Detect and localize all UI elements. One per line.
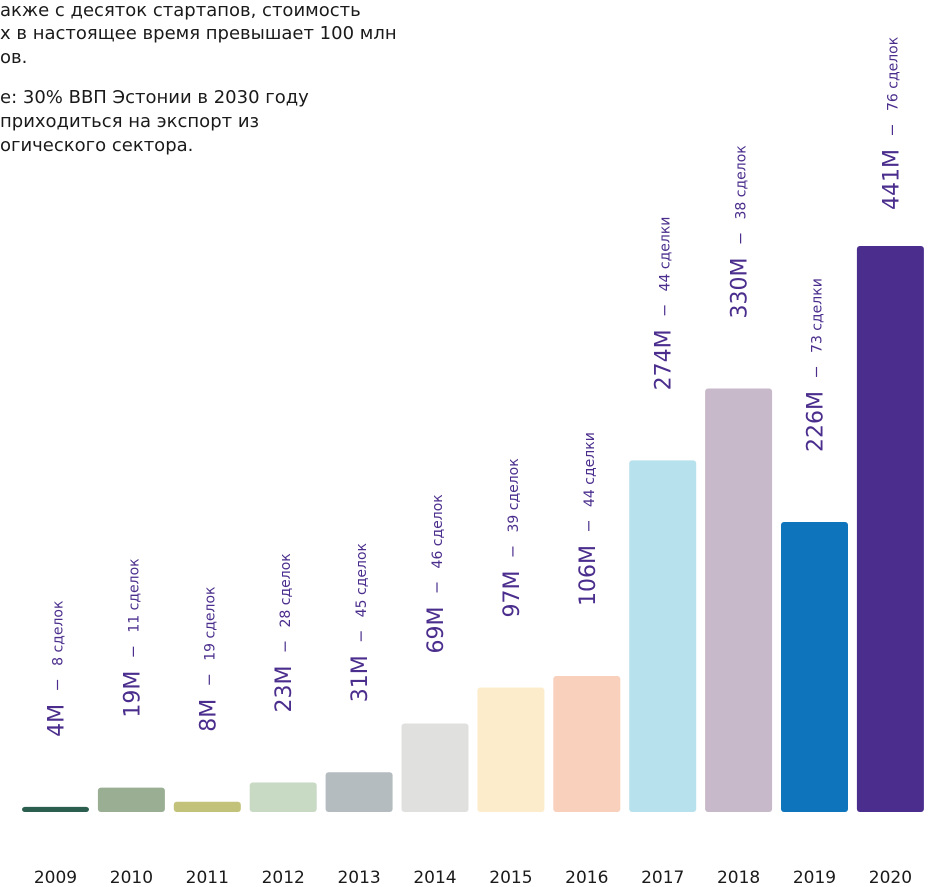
value-label: 274M <box>652 329 677 390</box>
value-label: 69M <box>424 606 449 653</box>
bar-label: 4M 8 сделок <box>45 601 70 737</box>
value-label: 23M <box>272 665 297 712</box>
bar <box>856 246 924 812</box>
x-tick-label: 2014 <box>413 868 456 887</box>
x-tick-label: 2020 <box>869 868 912 887</box>
bar-label: 330M 38 сделок <box>728 145 753 318</box>
bar-label: 8M 19 сделок <box>196 587 221 732</box>
x-tick-label: 2012 <box>262 868 305 887</box>
bar-label: 23M 28 сделок <box>272 553 297 712</box>
value-label: 330M <box>728 257 753 318</box>
deal-label: 46 сделок <box>430 494 446 568</box>
value-label: 31M <box>348 655 373 702</box>
deal-label: 73 сделки <box>810 278 826 353</box>
value-label: 97M <box>500 571 525 618</box>
intro-text: огического сектора. <box>0 135 193 156</box>
x-tick-label: 2009 <box>34 868 77 887</box>
bar-label: 441M 76 сделок <box>879 37 904 210</box>
x-tick-label: 2011 <box>186 868 229 887</box>
deal-label: 38 сделок <box>734 145 750 219</box>
deal-label: 19 сделок <box>202 587 218 661</box>
x-tick-label: 2015 <box>489 868 532 887</box>
intro-text: х в настоящее время превышает 100 млн <box>0 23 397 44</box>
bar <box>401 723 469 812</box>
value-label: 4M <box>45 704 70 737</box>
bar <box>173 801 241 812</box>
x-tick-label: 2010 <box>110 868 153 887</box>
deal-label: 44 сделки <box>658 217 674 292</box>
bar <box>249 782 317 812</box>
deal-label: 45 сделок <box>354 543 370 617</box>
bar-label: 69M 46 сделок <box>424 494 449 653</box>
bar-label: 226M 73 сделки <box>804 278 829 452</box>
deal-label: 76 сделок <box>885 37 901 111</box>
value-label: 441M <box>879 149 904 210</box>
bar-label: 97M 39 сделок <box>500 458 525 617</box>
value-label: 226M <box>804 391 829 452</box>
bar-label: 19M 11 сделок <box>120 558 145 717</box>
intro-text: ов. <box>0 47 27 68</box>
bar-label: 106M 44 сделки <box>576 432 601 606</box>
bar <box>97 787 165 812</box>
value-label: 106M <box>576 545 601 606</box>
deal-label: 11 сделок <box>126 558 142 632</box>
bar-label: 31M 45 сделок <box>348 543 373 702</box>
value-label: 8M <box>196 699 221 732</box>
value-label: 19M <box>120 671 145 718</box>
bar <box>22 806 89 812</box>
bar <box>553 675 621 812</box>
deal-label: 28 сделок <box>278 553 294 627</box>
x-tick-label: 2019 <box>793 868 836 887</box>
intro-text: акже с десяток стартапов, стоимость <box>0 0 361 21</box>
deal-label: 8 сделок <box>51 601 67 666</box>
deal-label: 39 сделок <box>506 458 522 532</box>
x-tick-label: 2017 <box>641 868 684 887</box>
bar <box>325 772 393 812</box>
intro-text: е: 30% ВВП Эстонии в 2030 году <box>0 87 309 108</box>
bar-label: 274M 44 сделки <box>652 217 677 391</box>
x-tick-label: 2013 <box>337 868 380 887</box>
deal-label: 44 сделки <box>582 432 598 507</box>
bar <box>705 388 773 812</box>
x-tick-label: 2018 <box>717 868 760 887</box>
x-tick-label: 2016 <box>565 868 608 887</box>
bar <box>781 521 848 812</box>
intro-text: приходиться на экспорт из <box>0 111 259 132</box>
bar <box>477 687 545 812</box>
bar <box>629 460 697 812</box>
